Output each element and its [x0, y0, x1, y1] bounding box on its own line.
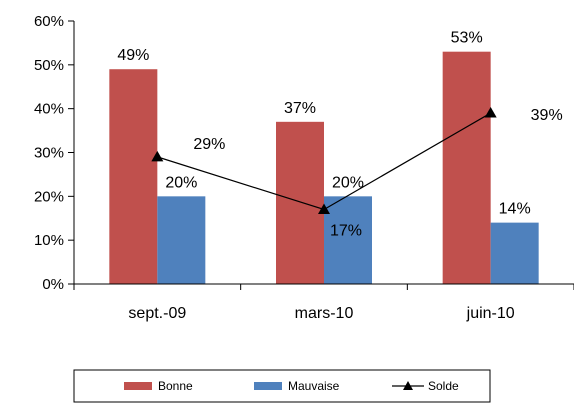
bar-bonne — [109, 69, 158, 284]
marker-solde — [484, 107, 497, 118]
data-label-bonne: 49% — [117, 47, 149, 64]
y-axis: 0% 10% 20% 30% 40% 50% 60% — [34, 13, 75, 293]
y-tick-label: 60% — [34, 13, 64, 30]
legend-label-bonne: Bonne — [158, 379, 193, 393]
data-label-bonne: 37% — [284, 100, 316, 117]
y-tick-label: 20% — [34, 188, 64, 205]
line-series — [151, 107, 497, 214]
x-tick-label: mars-10 — [295, 305, 354, 322]
bar-mauvaise — [324, 196, 372, 284]
bars — [109, 51, 539, 284]
legend-marker-solde — [403, 381, 413, 390]
legend-label-mauvaise: Mauvaise — [288, 379, 340, 393]
y-tick-label: 40% — [34, 101, 64, 118]
y-tick-label: 50% — [34, 57, 64, 74]
data-label-solde: 39% — [531, 107, 563, 124]
bar-mauvaise — [157, 196, 206, 284]
x-tick-label: sept.-09 — [128, 305, 186, 322]
bar-bonne — [276, 121, 324, 284]
x-tick-label: juin-10 — [466, 305, 515, 322]
y-tick-label: 30% — [34, 145, 64, 162]
legend: Bonne Mauvaise Solde — [73, 369, 491, 403]
data-labels: 49% 20% 29% 37% 20% 17% 53% 14% 39% — [117, 30, 562, 240]
marker-solde — [151, 150, 164, 162]
legend-label-solde: Solde — [428, 379, 459, 393]
y-tick-label: 10% — [34, 232, 64, 249]
marker-solde — [318, 203, 330, 214]
data-label-solde: 17% — [330, 222, 362, 239]
legend-swatch-bonne — [124, 382, 152, 390]
legend-swatch-mauvaise — [254, 382, 282, 390]
data-label-mauvaise: 20% — [332, 174, 364, 191]
data-label-mauvaise: 20% — [165, 174, 197, 191]
bar-bonne — [442, 51, 491, 284]
data-label-solde: 29% — [193, 136, 225, 153]
y-tick-label: 0% — [42, 276, 64, 293]
bar-mauvaise — [490, 222, 539, 284]
data-label-mauvaise: 14% — [499, 201, 531, 218]
data-label-bonne: 53% — [451, 30, 483, 47]
x-axis: sept.-09 mars-10 juin-10 — [73, 283, 574, 322]
